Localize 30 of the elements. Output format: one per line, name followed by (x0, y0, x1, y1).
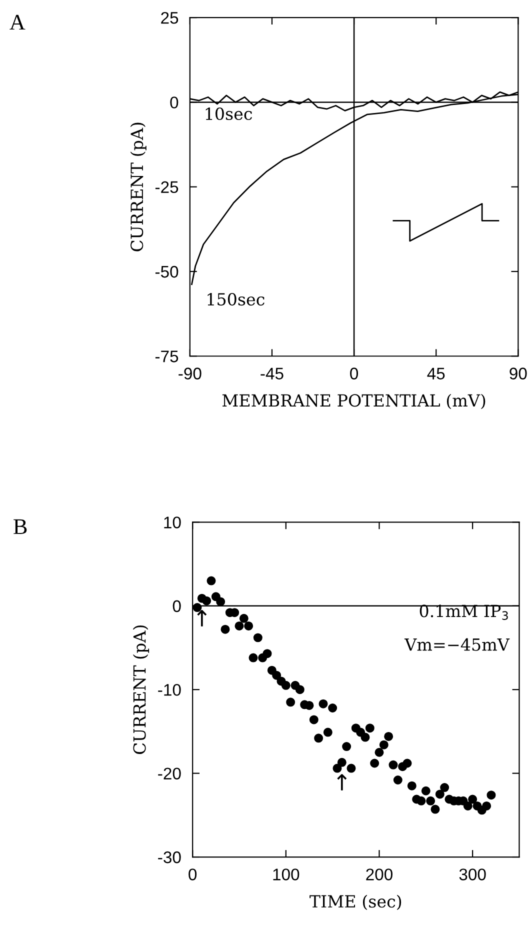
annotation: ↑ (197, 610, 207, 626)
y-tick-label: -75 (155, 350, 178, 362)
x-tick-label: 0 (350, 368, 358, 380)
x-axis-title: TIME (sec) (310, 894, 402, 910)
annotation: Vm=−45mV (404, 638, 510, 651)
x-tick-label: 200 (366, 868, 392, 880)
annotation: ↑ (337, 774, 347, 790)
x-tick-label: 45 (427, 368, 445, 380)
x-tick-label: 300 (459, 868, 486, 880)
y-axis-title: CURRENT (pA) (130, 122, 146, 252)
y-tick-label: -30 (158, 851, 181, 864)
y-tick-label: 10 (164, 516, 181, 528)
y-tick-label: -25 (155, 181, 178, 194)
y-tick-label: 25 (161, 12, 178, 24)
y-tick-label: -50 (155, 266, 178, 278)
x-tick-label: -45 (260, 368, 284, 380)
chart-title: B (14, 519, 27, 534)
y-tick-label: -20 (158, 768, 181, 780)
y-tick-label: 0 (172, 600, 181, 612)
x-tick-label: 100 (273, 868, 300, 880)
series-label: 10sec (206, 107, 252, 120)
series-label: 150sec (208, 292, 264, 306)
x-tick-label: 0 (188, 868, 197, 880)
x-axis-title: MEMBRANE POTENTIAL (mV) (222, 394, 486, 410)
y-axis-title: CURRENT (pA) (132, 626, 150, 754)
y-tick-label: -10 (158, 684, 181, 696)
x-tick-label: -90 (178, 368, 202, 380)
y-tick-label: 0 (170, 96, 178, 108)
chart-title: A (10, 14, 26, 30)
x-tick-label: 90 (510, 368, 527, 380)
